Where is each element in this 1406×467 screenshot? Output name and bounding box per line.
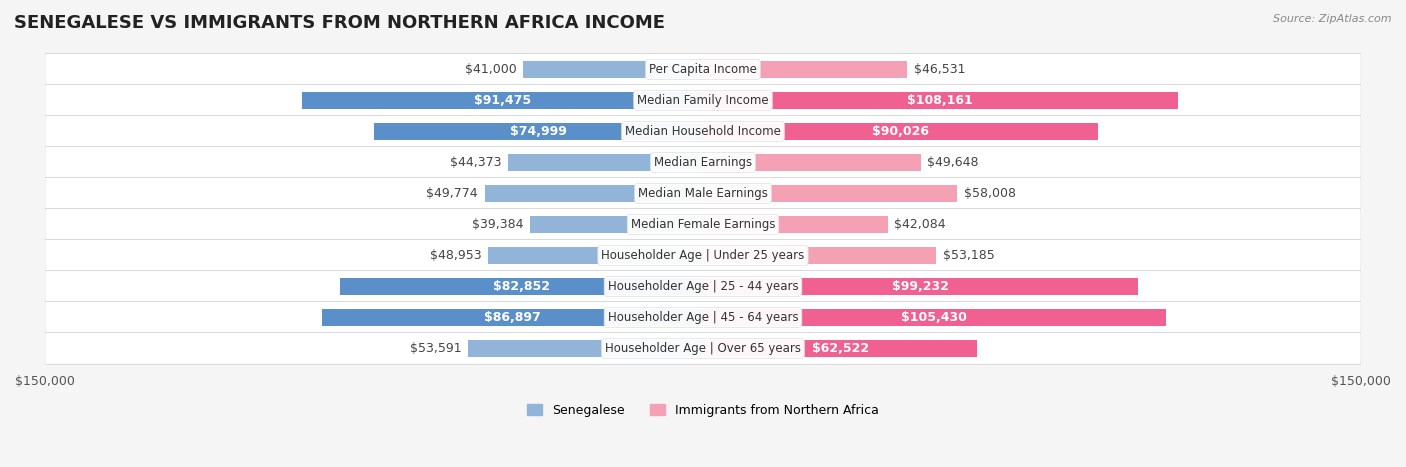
Bar (703, 278, 1139, 295)
Text: $42,084: $42,084 (894, 218, 946, 231)
FancyBboxPatch shape (45, 209, 1361, 240)
Text: $49,774: $49,774 (426, 187, 478, 200)
Text: Median Male Earnings: Median Male Earnings (638, 187, 768, 200)
Text: $91,475: $91,475 (474, 94, 531, 107)
Bar (703, 340, 977, 357)
Text: Householder Age | 25 - 44 years: Householder Age | 25 - 44 years (607, 280, 799, 293)
FancyBboxPatch shape (45, 54, 1361, 85)
Text: Per Capita Income: Per Capita Income (650, 63, 756, 76)
Text: $82,852: $82,852 (492, 280, 550, 293)
Text: $86,897: $86,897 (484, 311, 541, 324)
Bar (485, 185, 703, 202)
Bar (530, 216, 703, 233)
Text: $90,026: $90,026 (872, 125, 929, 138)
FancyBboxPatch shape (45, 333, 1361, 364)
Bar (509, 154, 703, 171)
Bar (488, 247, 703, 264)
Text: $99,232: $99,232 (893, 280, 949, 293)
Text: Householder Age | 45 - 64 years: Householder Age | 45 - 64 years (607, 311, 799, 324)
Text: SENEGALESE VS IMMIGRANTS FROM NORTHERN AFRICA INCOME: SENEGALESE VS IMMIGRANTS FROM NORTHERN A… (14, 14, 665, 32)
Legend: Senegalese, Immigrants from Northern Africa: Senegalese, Immigrants from Northern Afr… (522, 399, 884, 422)
Bar (523, 61, 703, 78)
Bar (703, 216, 887, 233)
Bar (302, 92, 703, 109)
FancyBboxPatch shape (45, 177, 1361, 209)
Text: $108,161: $108,161 (907, 94, 973, 107)
Text: $74,999: $74,999 (510, 125, 567, 138)
Text: $44,373: $44,373 (450, 156, 502, 169)
Bar (703, 92, 1177, 109)
Text: $62,522: $62,522 (811, 342, 869, 355)
FancyBboxPatch shape (45, 271, 1361, 302)
Text: $105,430: $105,430 (901, 311, 967, 324)
Text: $41,000: $41,000 (465, 63, 516, 76)
Bar (322, 309, 703, 326)
Text: $49,648: $49,648 (928, 156, 979, 169)
Text: Median Household Income: Median Household Income (626, 125, 780, 138)
FancyBboxPatch shape (45, 116, 1361, 147)
Text: $48,953: $48,953 (430, 249, 482, 262)
Text: $46,531: $46,531 (914, 63, 965, 76)
Bar (703, 61, 907, 78)
FancyBboxPatch shape (45, 85, 1361, 116)
FancyBboxPatch shape (45, 147, 1361, 178)
Text: $53,591: $53,591 (409, 342, 461, 355)
Text: $53,185: $53,185 (943, 249, 994, 262)
Text: Median Family Income: Median Family Income (637, 94, 769, 107)
Bar (468, 340, 703, 357)
FancyBboxPatch shape (45, 302, 1361, 333)
Bar (339, 278, 703, 295)
Bar (703, 185, 957, 202)
Text: $39,384: $39,384 (472, 218, 523, 231)
Text: $58,008: $58,008 (965, 187, 1017, 200)
Text: Median Earnings: Median Earnings (654, 156, 752, 169)
Text: Householder Age | Over 65 years: Householder Age | Over 65 years (605, 342, 801, 355)
Bar (703, 154, 921, 171)
Text: Median Female Earnings: Median Female Earnings (631, 218, 775, 231)
FancyBboxPatch shape (45, 240, 1361, 271)
Bar (703, 123, 1098, 140)
Text: Source: ZipAtlas.com: Source: ZipAtlas.com (1274, 14, 1392, 24)
Bar (703, 309, 1166, 326)
Bar (374, 123, 703, 140)
Text: Householder Age | Under 25 years: Householder Age | Under 25 years (602, 249, 804, 262)
Bar (703, 247, 936, 264)
